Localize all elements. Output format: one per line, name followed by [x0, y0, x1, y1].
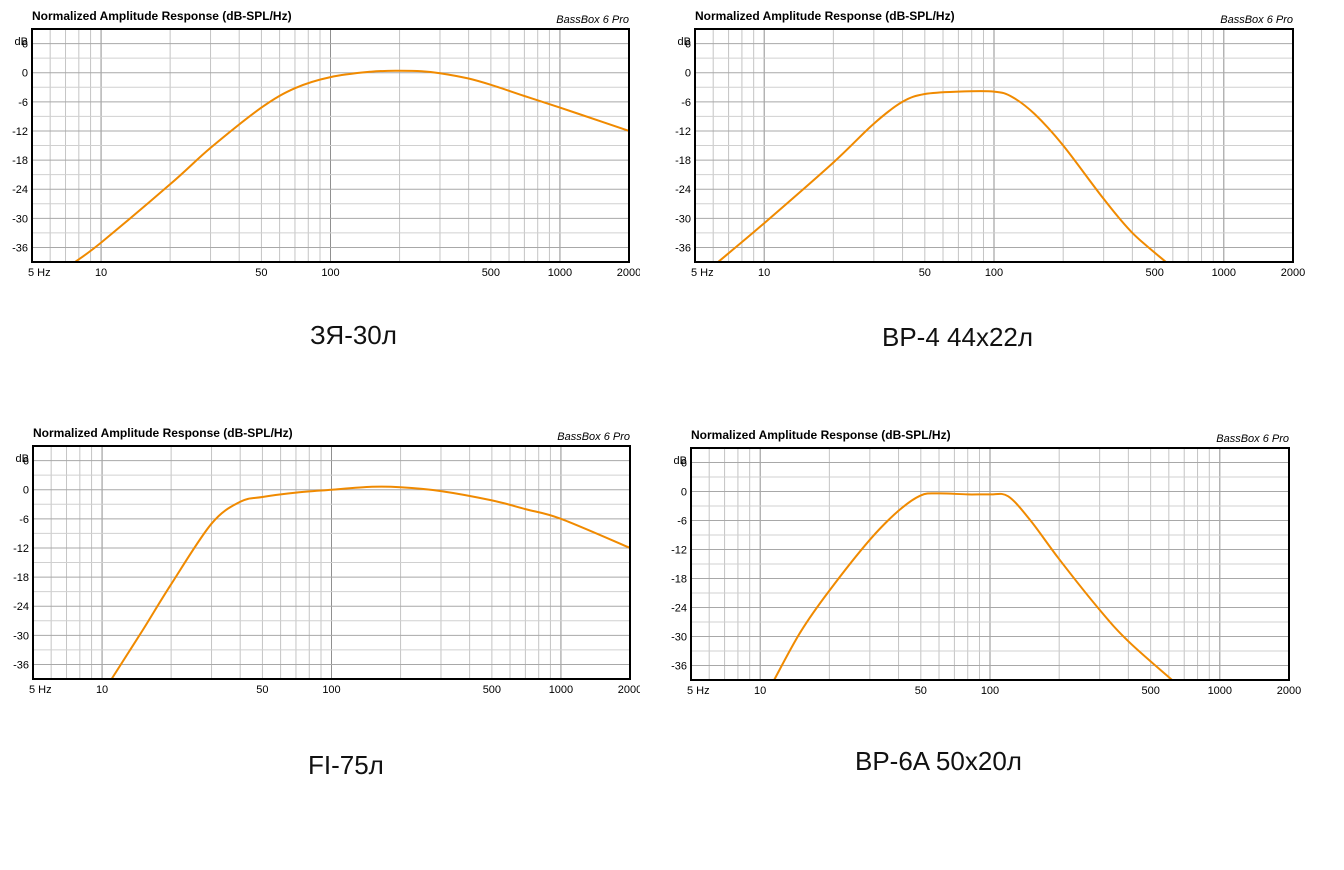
chart-caption: ЗЯ-30л: [310, 320, 397, 350]
x-tick-label: 500: [1141, 685, 1159, 697]
chart-title: Normalized Amplitude Response (dB-SPL/Hz…: [691, 428, 951, 442]
y-tick-label: -6: [18, 97, 28, 109]
y-tick-label: -12: [671, 545, 687, 557]
x-tick-label: 5 Hz: [691, 267, 714, 279]
y-tick-label: -6: [677, 516, 687, 528]
y-tick-label: -24: [13, 601, 29, 613]
chart-panel-2: Normalized Amplitude Response (dB-SPL/Hz…: [664, 0, 1314, 295]
x-tick-label: 10: [754, 685, 766, 697]
chart-caption: BP-6A 50x20л: [855, 746, 1022, 776]
y-tick-label: -18: [671, 574, 687, 586]
response-curve: [717, 90, 1167, 263]
x-tick-label: 1000: [548, 267, 572, 279]
y-tick-label: 6: [22, 39, 28, 51]
y-tick-label: -36: [675, 242, 691, 254]
x-tick-label: 2000: [1281, 267, 1305, 279]
y-tick-label: -12: [675, 126, 691, 138]
y-tick-label: -24: [671, 603, 687, 615]
y-tick-label: 0: [681, 487, 687, 499]
x-tick-label: 500: [483, 684, 501, 696]
x-tick-label: 5 Hz: [29, 684, 52, 696]
chart-caption: FI-75л: [308, 750, 384, 780]
y-tick-label: -30: [12, 213, 28, 225]
response-curve: [74, 69, 630, 263]
software-label: BassBox 6 Pro: [557, 431, 630, 443]
y-tick-label: 6: [23, 456, 29, 468]
y-tick-label: -18: [12, 155, 28, 167]
y-tick-label: -36: [671, 661, 687, 673]
chart-title: Normalized Amplitude Response (dB-SPL/Hz…: [695, 9, 955, 23]
x-tick-label: 50: [915, 685, 927, 697]
y-tick-label: 0: [22, 68, 28, 80]
chart-caption: BP-4 44x22л: [882, 322, 1034, 352]
x-tick-label: 100: [322, 684, 340, 696]
y-axis-unit: dB: [16, 453, 29, 465]
plot-frame: [31, 28, 630, 263]
x-tick-label: 5 Hz: [28, 267, 51, 279]
y-tick-label: -18: [13, 572, 29, 584]
x-tick-label: 1000: [1212, 267, 1236, 279]
y-tick-label: 0: [685, 68, 691, 80]
x-tick-label: 10: [758, 267, 770, 279]
y-tick-label: -30: [671, 632, 687, 644]
y-tick-label: -24: [12, 184, 28, 196]
y-tick-label: 6: [681, 458, 687, 470]
x-tick-label: 1000: [1208, 685, 1232, 697]
x-tick-label: 1000: [549, 684, 573, 696]
chart-svg: Normalized Amplitude Response (dB-SPL/Hz…: [13, 426, 642, 696]
chart-svg: Normalized Amplitude Response (dB-SPL/Hz…: [675, 9, 1305, 279]
software-label: BassBox 6 Pro: [556, 14, 629, 26]
y-tick-label: 6: [685, 39, 691, 51]
y-tick-label: 0: [23, 485, 29, 497]
y-tick-label: -6: [19, 514, 29, 526]
x-tick-label: 100: [321, 267, 339, 279]
response-curve: [110, 485, 631, 680]
y-tick-label: -12: [12, 126, 28, 138]
x-tick-label: 10: [95, 267, 107, 279]
y-tick-label: -30: [13, 630, 29, 642]
chart-panel-3: Normalized Amplitude Response (dB-SPL/Hz…: [0, 418, 642, 713]
x-tick-label: 50: [255, 267, 267, 279]
x-tick-label: 2000: [1277, 685, 1301, 697]
x-tick-label: 5 Hz: [687, 685, 710, 697]
plot-frame: [32, 445, 631, 680]
x-tick-label: 500: [482, 267, 500, 279]
chart-panel-4: Normalized Amplitude Response (dB-SPL/Hz…: [660, 418, 1310, 713]
x-tick-label: 500: [1145, 267, 1163, 279]
y-tick-label: -36: [13, 659, 29, 671]
chart-panel-1: Normalized Amplitude Response (dB-SPL/Hz…: [0, 0, 641, 295]
x-tick-label: 10: [96, 684, 108, 696]
x-tick-label: 100: [981, 685, 999, 697]
x-tick-label: 50: [256, 684, 268, 696]
x-tick-label: 100: [985, 267, 1003, 279]
chart-svg: Normalized Amplitude Response (dB-SPL/Hz…: [671, 428, 1301, 697]
x-tick-label: 2000: [618, 684, 640, 696]
y-axis-unit: dB: [15, 36, 28, 48]
y-tick-label: -6: [681, 97, 691, 109]
y-axis-unit: dB: [678, 36, 691, 48]
chart-svg: Normalized Amplitude Response (dB-SPL/Hz…: [12, 9, 641, 279]
plot-frame: [694, 28, 1294, 263]
chart-title: Normalized Amplitude Response (dB-SPL/Hz…: [33, 426, 293, 440]
y-tick-label: -12: [13, 543, 29, 555]
y-tick-label: -30: [675, 213, 691, 225]
y-axis-unit: dB: [674, 455, 687, 467]
chart-title: Normalized Amplitude Response (dB-SPL/Hz…: [32, 9, 292, 23]
y-tick-label: -24: [675, 184, 691, 196]
software-label: BassBox 6 Pro: [1220, 14, 1293, 26]
software-label: BassBox 6 Pro: [1216, 433, 1289, 445]
y-tick-label: -18: [675, 155, 691, 167]
y-tick-label: -36: [12, 242, 28, 254]
x-tick-label: 50: [919, 267, 931, 279]
response-curve: [773, 492, 1173, 681]
plot-frame: [690, 447, 1290, 681]
x-tick-label: 2000: [617, 267, 640, 279]
